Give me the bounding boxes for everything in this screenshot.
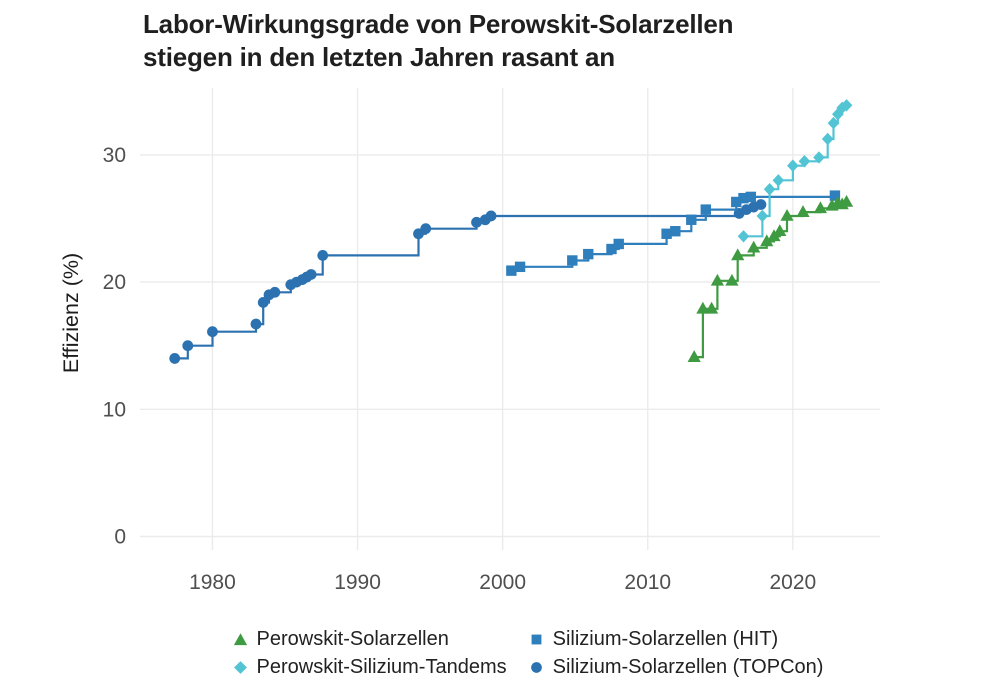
y-tick-label: 30	[103, 144, 126, 167]
legend-label-topcon: Silizium-Solarzellen (TOPCon)	[552, 655, 824, 678]
y-axis-title: Effizienz (%)	[59, 253, 83, 373]
x-tick-label: 1980	[189, 571, 236, 594]
x-tick-label: 2010	[624, 571, 671, 594]
y-tick-label: 0	[114, 526, 126, 549]
legend-label-perowskit: Perowskit-Solarzellen	[256, 627, 449, 650]
series-triangle	[687, 194, 854, 362]
x-tick-label: 2000	[479, 571, 526, 594]
square-marker-icon	[531, 634, 542, 644]
series-circle	[169, 199, 767, 364]
gridlines	[140, 88, 880, 550]
x-tick-label: 2020	[769, 571, 816, 594]
chart-title-line1: Labor-Wirkungsgrade von Perowskit-Solarz…	[143, 9, 734, 39]
legend-item-hit: Silizium-Solarzellen (HIT)	[529, 625, 824, 653]
chart-title: Labor-Wirkungsgrade von Perowskit-Solarz…	[143, 8, 734, 74]
chart-title-line2: stiegen in den letzten Jahren rasant an	[143, 42, 615, 72]
legend-item-perowskit: Perowskit-Solarzellen	[233, 625, 507, 653]
diamond-marker-icon	[233, 660, 247, 674]
series-diamond	[737, 99, 853, 243]
y-tick-label: 20	[103, 271, 126, 294]
legend-item-tandems: Perowskit-Silizium-Tandems	[233, 653, 507, 681]
circle-marker-icon	[530, 661, 542, 673]
series-square	[506, 190, 841, 276]
x-tick-label: 1990	[334, 571, 381, 594]
legend-item-topcon: Silizium-Solarzellen (TOPCon)	[529, 653, 824, 681]
chart-legend: Perowskit-Solarzellen Perowskit-Silizium…	[28, 625, 1000, 681]
triangle-marker-icon	[233, 632, 247, 645]
tick-labels: 0 10 20 30 1980 1990 2000 2010 2020	[103, 144, 817, 594]
legend-label-hit: Silizium-Solarzellen (HIT)	[552, 627, 779, 650]
legend-label-tandems: Perowskit-Silizium-Tandems	[256, 655, 507, 678]
y-tick-label: 10	[103, 398, 126, 421]
